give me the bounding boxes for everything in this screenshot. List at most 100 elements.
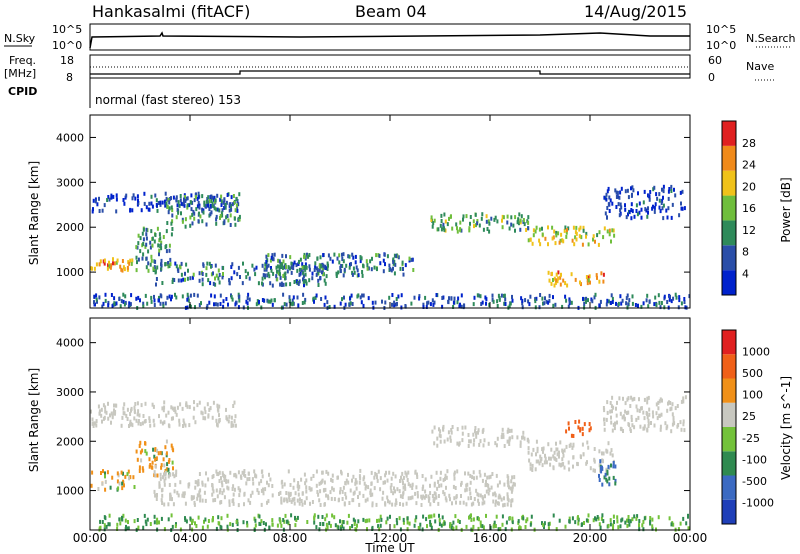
power-cell <box>580 235 583 240</box>
vel-cell <box>386 495 389 500</box>
vel-cell <box>601 513 604 518</box>
vel-cell <box>207 477 210 482</box>
vel-cell <box>635 417 638 422</box>
power-cell <box>205 272 208 277</box>
vel-cell <box>300 499 303 503</box>
power-cell <box>234 222 237 227</box>
vel-cell <box>655 411 658 416</box>
vel-cell <box>352 498 355 503</box>
vel-cell <box>603 417 606 422</box>
power-cell <box>631 301 634 306</box>
vel-cell <box>153 470 156 475</box>
vel-cell <box>301 491 304 496</box>
vel-cell <box>519 440 522 445</box>
vel-cell <box>449 524 451 529</box>
vel-cell <box>354 481 357 486</box>
vel-cell <box>260 479 263 484</box>
vel-cell <box>220 476 222 481</box>
vel-cell <box>404 486 407 491</box>
vel-cell <box>217 521 220 526</box>
vel-cell <box>377 524 380 529</box>
power-cell <box>311 271 314 276</box>
power-cell <box>336 256 339 261</box>
vel-cell <box>305 489 308 494</box>
power-cell <box>233 216 236 221</box>
velocity-colorbar-frame <box>721 329 737 525</box>
power-cell <box>362 303 365 308</box>
vel-cell <box>392 471 395 476</box>
power-cell <box>643 189 646 194</box>
vel-cell <box>184 501 187 506</box>
vel-cell <box>287 469 290 474</box>
vel-cell <box>330 477 333 482</box>
power-cell <box>268 274 271 279</box>
power-cell <box>96 299 98 304</box>
vel-cell <box>171 497 173 502</box>
vel-cell <box>121 486 124 491</box>
vel-cell <box>411 486 414 490</box>
power-cell <box>324 295 327 300</box>
power-cell <box>131 196 134 201</box>
power-cell <box>345 263 348 268</box>
power-cell <box>298 272 301 277</box>
power-cell <box>215 221 218 226</box>
power-cell <box>202 208 205 213</box>
vel-cell <box>136 518 139 522</box>
power-cell <box>278 265 281 270</box>
vel-cell <box>479 473 482 478</box>
power-cell <box>617 202 620 207</box>
power-cell <box>547 225 549 230</box>
power-cell <box>218 208 221 213</box>
power-cell <box>319 255 322 260</box>
vel-cell <box>107 416 110 421</box>
power-colorbar-tick-label: 12 <box>742 224 756 237</box>
vel-cell <box>306 520 309 524</box>
power-cell <box>189 304 192 309</box>
vel-cell <box>118 481 121 486</box>
vel-cell <box>680 399 683 404</box>
power-cell <box>271 302 274 307</box>
vel-cell <box>667 401 669 406</box>
vel-cell <box>555 458 558 462</box>
power-cell <box>460 293 463 298</box>
vel-cell <box>651 526 654 531</box>
power-cell <box>630 208 633 212</box>
power-cell <box>220 203 223 207</box>
vel-cell <box>561 457 564 462</box>
vel-cell <box>122 471 124 476</box>
vel-cell <box>384 480 386 485</box>
power-cell <box>308 267 311 272</box>
power-cell <box>627 302 630 307</box>
power-cell <box>172 195 175 200</box>
vel-cell <box>399 494 402 499</box>
vel-cell <box>511 486 514 491</box>
vel-cell <box>111 475 114 480</box>
power-cell <box>181 294 184 299</box>
power-cell <box>391 293 394 297</box>
vel-cell <box>405 501 408 506</box>
vel-cell <box>407 470 410 475</box>
power-cell <box>229 223 232 227</box>
power-cell <box>314 261 317 266</box>
power-cell <box>485 301 487 306</box>
vel-cell <box>376 518 378 523</box>
vel-cell <box>666 408 669 413</box>
vel-cell <box>294 515 296 520</box>
velocity-colorbar-tick-label: -25 <box>742 432 760 445</box>
power-cell <box>145 256 148 261</box>
power-cell <box>158 298 160 303</box>
power-cell <box>201 219 204 224</box>
vel-cell <box>379 487 382 492</box>
vel-cell <box>143 513 146 518</box>
power-cell <box>264 273 266 278</box>
power-cell <box>607 186 610 191</box>
power-cell <box>360 300 363 305</box>
power-cell <box>366 266 369 271</box>
vel-cell <box>140 403 143 408</box>
vel-cell <box>468 515 470 520</box>
power-cell <box>115 301 118 306</box>
power-cell <box>101 208 104 213</box>
vel-cell <box>404 483 406 488</box>
power-cell <box>242 261 244 266</box>
vel-cell <box>258 481 261 486</box>
